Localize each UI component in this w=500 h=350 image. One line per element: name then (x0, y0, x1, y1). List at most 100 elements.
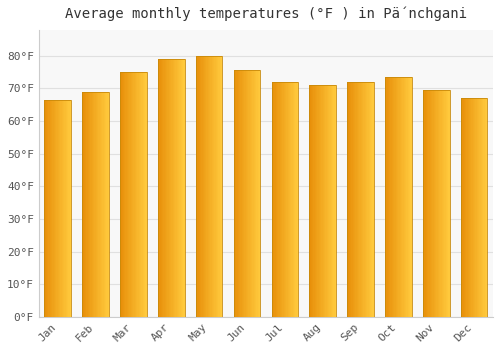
Bar (234, 70, 260, 317)
Bar (144, 72, 146, 317)
Bar (128, 72, 130, 317)
Bar (246, 70, 247, 317)
Bar (312, 85, 314, 317)
Bar (393, 77, 394, 317)
Bar (196, 56, 222, 317)
Bar (247, 70, 248, 317)
Bar (310, 85, 311, 317)
Bar (359, 82, 360, 317)
Bar (297, 82, 298, 317)
Bar (158, 59, 184, 317)
Bar (168, 59, 170, 317)
Bar (439, 90, 440, 317)
Bar (289, 82, 290, 317)
Bar (356, 82, 358, 317)
Bar (166, 59, 168, 317)
Bar (56, 100, 58, 317)
Bar (132, 72, 134, 317)
Bar (278, 82, 280, 317)
Bar (124, 72, 126, 317)
Bar (172, 59, 174, 317)
Bar (274, 82, 276, 317)
Bar (480, 98, 481, 317)
Bar (322, 85, 324, 317)
Bar (388, 77, 389, 317)
Bar (51, 100, 52, 317)
Bar (426, 90, 427, 317)
Bar (202, 56, 204, 317)
Bar (60, 100, 62, 317)
Bar (292, 82, 293, 317)
Bar (448, 90, 450, 317)
Bar (428, 90, 430, 317)
Bar (180, 59, 182, 317)
Bar (47, 100, 48, 317)
Bar (130, 72, 131, 317)
Bar (477, 98, 478, 317)
Bar (90, 92, 92, 317)
Bar (197, 56, 198, 317)
Bar (362, 82, 363, 317)
Bar (478, 98, 480, 317)
Bar (401, 77, 402, 317)
Bar (348, 82, 350, 317)
Bar (92, 92, 93, 317)
Bar (315, 85, 316, 317)
Bar (293, 82, 294, 317)
Bar (120, 72, 146, 317)
Bar (476, 98, 477, 317)
Bar (466, 98, 468, 317)
Bar (196, 56, 197, 317)
Bar (135, 72, 136, 317)
Bar (402, 77, 404, 317)
Bar (461, 98, 462, 317)
Bar (136, 72, 138, 317)
Bar (235, 70, 236, 317)
Bar (406, 77, 408, 317)
Bar (59, 100, 60, 317)
Bar (446, 90, 447, 317)
Bar (142, 72, 144, 317)
Bar (158, 59, 160, 317)
Bar (272, 82, 298, 317)
Bar (288, 82, 289, 317)
Bar (310, 85, 336, 317)
Bar (86, 92, 88, 317)
Bar (324, 85, 326, 317)
Bar (64, 100, 66, 317)
Bar (427, 90, 428, 317)
Bar (162, 59, 164, 317)
Bar (350, 82, 352, 317)
Bar (201, 56, 202, 317)
Bar (127, 72, 128, 317)
Bar (438, 90, 439, 317)
Bar (170, 59, 172, 317)
Bar (67, 100, 68, 317)
Bar (396, 77, 397, 317)
Bar (182, 59, 183, 317)
Bar (392, 77, 393, 317)
Bar (248, 70, 250, 317)
Bar (210, 56, 212, 317)
Bar (122, 72, 123, 317)
Bar (256, 70, 258, 317)
Bar (326, 85, 328, 317)
Bar (55, 100, 56, 317)
Bar (174, 59, 176, 317)
Bar (364, 82, 366, 317)
Bar (397, 77, 398, 317)
Bar (318, 85, 320, 317)
Bar (214, 56, 216, 317)
Bar (320, 85, 322, 317)
Bar (311, 85, 312, 317)
Bar (259, 70, 260, 317)
Bar (276, 82, 277, 317)
Bar (198, 56, 200, 317)
Bar (220, 56, 221, 317)
Bar (82, 92, 84, 317)
Bar (106, 92, 108, 317)
Bar (423, 90, 424, 317)
Bar (120, 72, 122, 317)
Bar (408, 77, 409, 317)
Bar (205, 56, 206, 317)
